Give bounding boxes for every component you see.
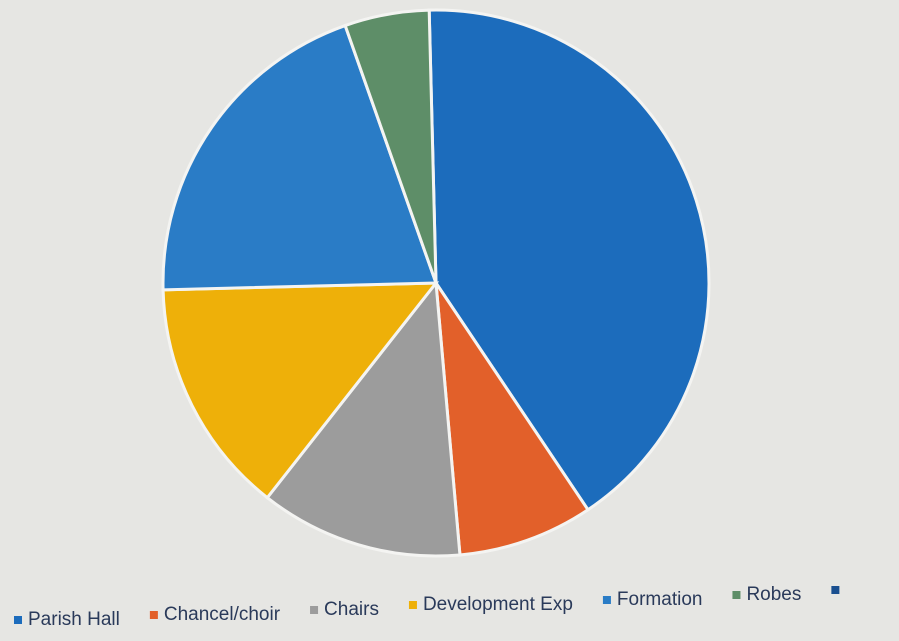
legend-label: Parish Hall bbox=[28, 609, 120, 630]
pie-slice bbox=[343, 8, 438, 284]
legend: Parish Hall Chancel/choir Chairs Developmen… bbox=[14, 584, 840, 630]
legend-swatch bbox=[831, 586, 840, 594]
pie-slice bbox=[434, 282, 591, 557]
pie bbox=[161, 8, 711, 558]
legend-label: Robes bbox=[746, 584, 801, 605]
legend-swatch bbox=[408, 601, 417, 609]
legend-swatch bbox=[732, 591, 741, 599]
pie-slice bbox=[427, 8, 711, 512]
pie-slice bbox=[161, 281, 440, 500]
legend-swatch bbox=[14, 616, 22, 624]
legend-label: Chancel/choir bbox=[164, 604, 281, 625]
legend-label: Chairs bbox=[324, 599, 379, 620]
legend-label: Formation bbox=[617, 589, 703, 610]
legend-swatch bbox=[149, 611, 158, 619]
legend-label: Development Exp bbox=[423, 594, 573, 615]
pie-slice bbox=[265, 279, 462, 558]
legend-swatch bbox=[310, 606, 319, 614]
legend-swatch bbox=[602, 596, 611, 604]
